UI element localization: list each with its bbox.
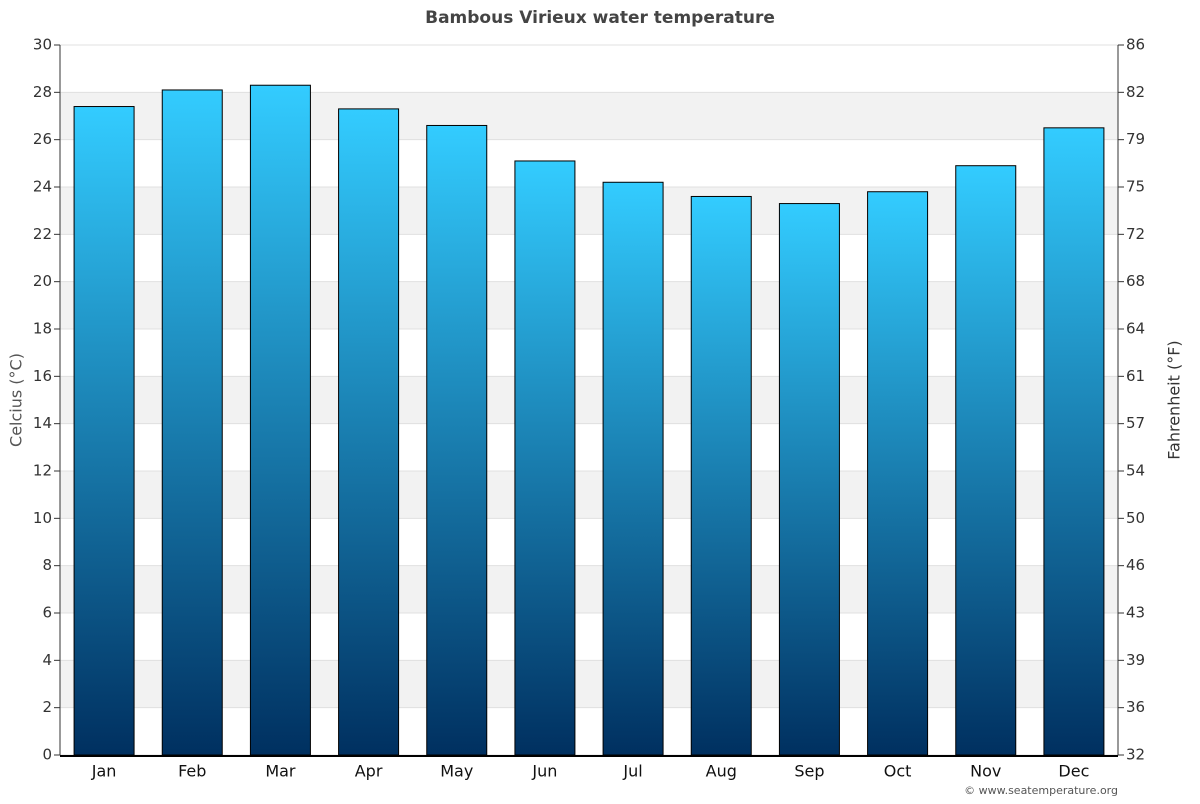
chart-title: Bambous Virieux water temperature	[425, 8, 775, 28]
y2-tick-label: 46	[1126, 556, 1145, 574]
y2-tick-label: 54	[1126, 462, 1145, 480]
bar	[778, 203, 840, 756]
y2-tick-label: 86	[1126, 36, 1145, 54]
y-tick-label: 22	[33, 225, 52, 243]
y2-tick-label: 43	[1126, 604, 1145, 622]
y2-tick-label: 82	[1126, 83, 1145, 101]
y-tick-label: 8	[42, 556, 52, 574]
y-tick-label: 24	[33, 178, 52, 196]
x-tick-label: Dec	[1058, 762, 1089, 781]
x-tick-label: Oct	[884, 762, 912, 781]
y2-tick-label: 72	[1126, 225, 1145, 243]
bar	[955, 165, 1017, 756]
bar	[514, 160, 576, 756]
bar	[73, 106, 135, 756]
y2-tick-label: 50	[1126, 509, 1145, 527]
y-tick-label: 10	[33, 509, 52, 527]
y-tick-label: 28	[33, 83, 52, 101]
grid-band	[60, 660, 1118, 708]
x-tick-label: Jun	[531, 762, 557, 781]
x-tick-label: Jan	[91, 762, 117, 781]
grid-band	[60, 187, 1118, 235]
y-tick-label: 6	[42, 604, 52, 622]
y2-tick-label: 79	[1126, 130, 1145, 148]
y2-tick-label: 61	[1126, 367, 1145, 385]
y-tick-label: 26	[33, 130, 52, 148]
grid-band	[60, 92, 1118, 140]
x-tick-label: Aug	[706, 762, 737, 781]
bar	[161, 89, 223, 756]
x-tick-label: Apr	[355, 762, 383, 781]
y-tick-label: 0	[42, 746, 52, 764]
credit: © www.seatemperature.org	[964, 784, 1118, 797]
grid-band	[60, 376, 1118, 424]
bar	[249, 84, 311, 756]
y2-tick-label: 36	[1126, 698, 1145, 716]
grid-band	[60, 471, 1118, 519]
y-tick-label: 4	[42, 651, 52, 669]
bar	[867, 191, 929, 756]
bar	[1043, 127, 1105, 756]
x-tick-label: Mar	[265, 762, 296, 781]
y-tick-label: 20	[33, 272, 52, 290]
y-axis-label: Celcius (°C)	[7, 353, 26, 447]
y2-axis-label: Fahrenheit (°F)	[1165, 340, 1184, 459]
x-tick-label: Feb	[178, 762, 206, 781]
y-tick-label: 2	[42, 698, 52, 716]
x-tick-label: Nov	[970, 762, 1001, 781]
y2-tick-label: 57	[1126, 414, 1145, 432]
bar	[338, 108, 400, 756]
grid-band	[60, 281, 1118, 329]
y2-tick-label: 32	[1126, 746, 1145, 764]
x-tick-label: May	[440, 762, 473, 781]
x-tick-label: Sep	[794, 762, 824, 781]
x-tick-label: Jul	[622, 762, 642, 781]
grid-band	[60, 565, 1118, 613]
y-tick-label: 30	[33, 36, 52, 54]
y-tick-label: 18	[33, 320, 52, 338]
bar	[426, 124, 488, 756]
bar	[602, 181, 664, 756]
y2-tick-label: 68	[1126, 272, 1145, 290]
y-tick-label: 12	[33, 462, 52, 480]
y-tick-label: 16	[33, 367, 52, 385]
bar	[690, 195, 752, 756]
y-tick-label: 14	[33, 414, 52, 432]
y2-tick-label: 75	[1126, 178, 1145, 196]
y2-tick-label: 39	[1126, 651, 1145, 669]
y2-tick-label: 64	[1126, 320, 1145, 338]
